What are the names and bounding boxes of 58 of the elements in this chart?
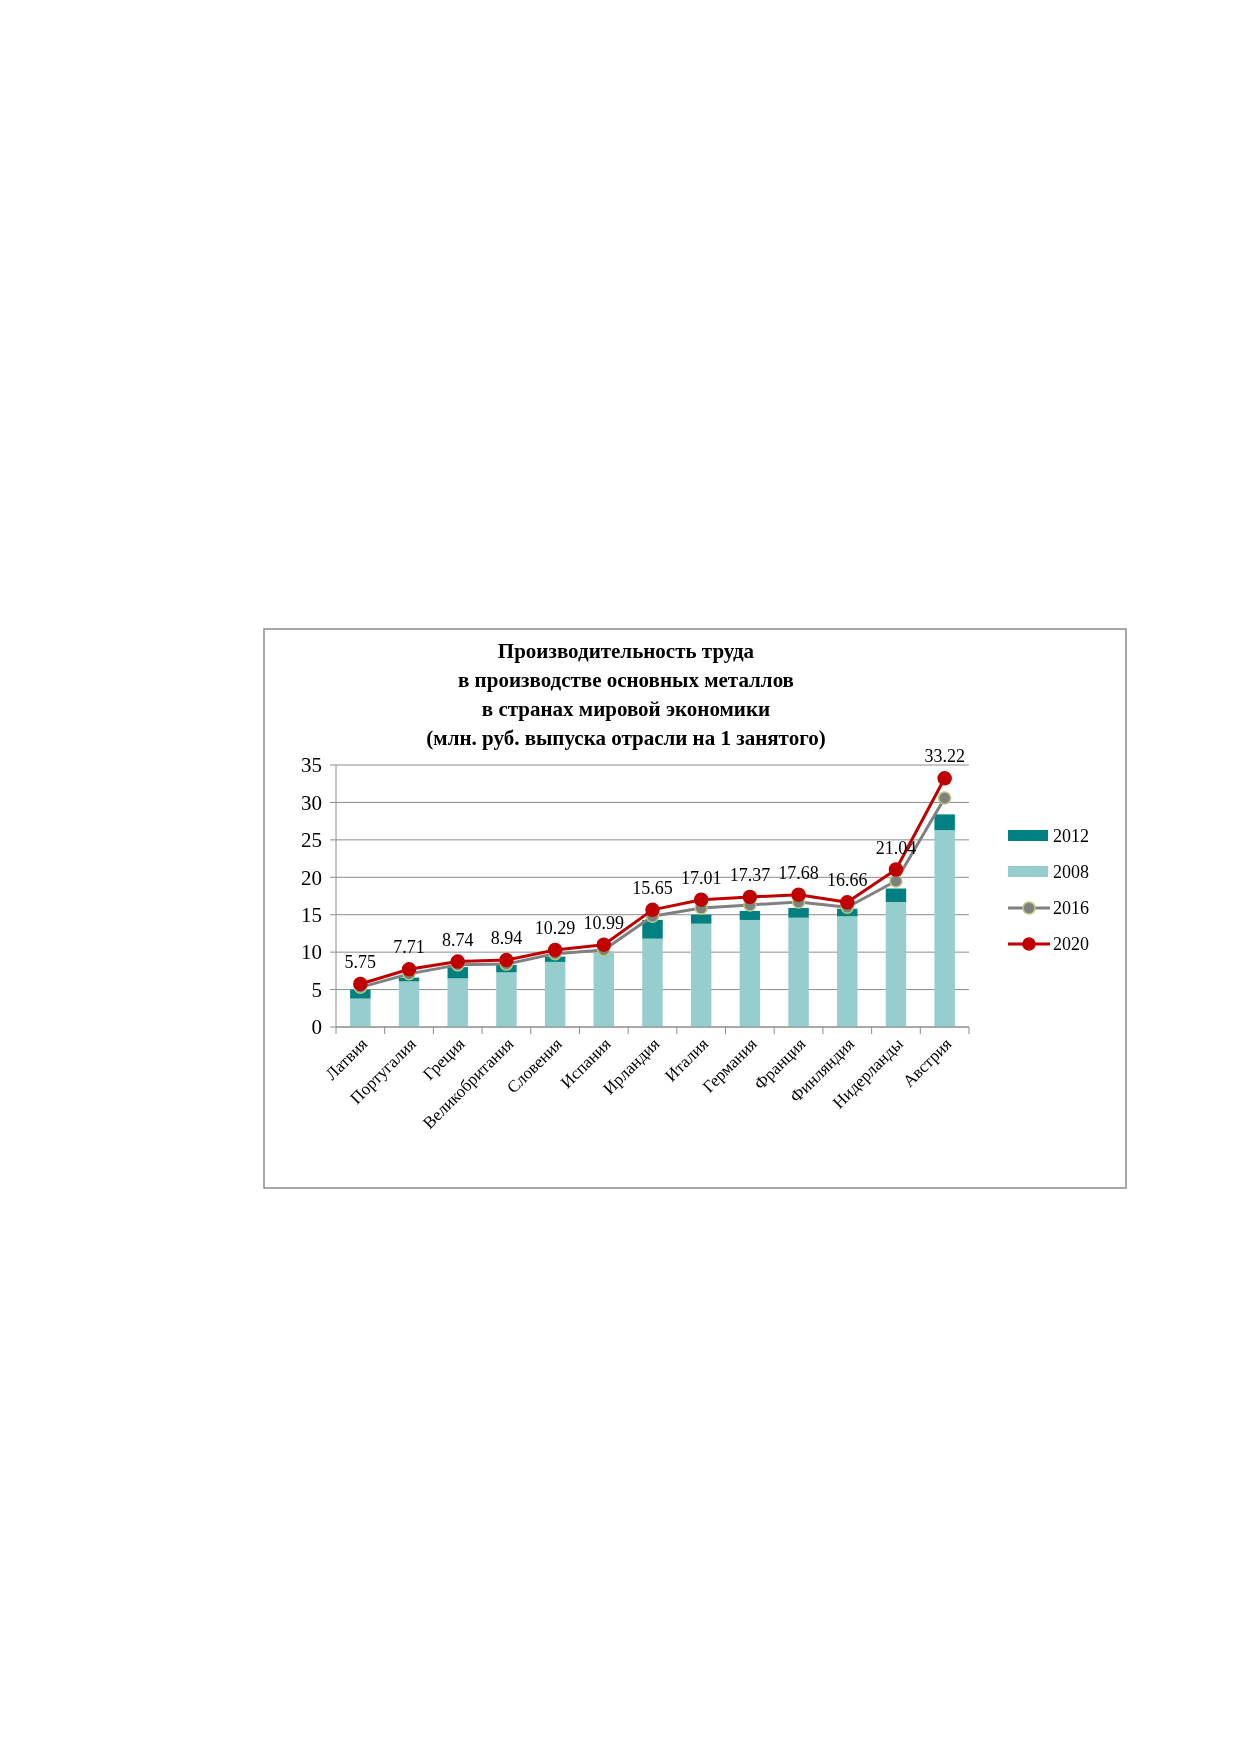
bar — [788, 907, 809, 918]
bar — [739, 919, 761, 1027]
data-label: 17.37 — [729, 864, 771, 885]
data-label: 8.74 — [441, 929, 474, 950]
point — [693, 892, 709, 907]
bar — [642, 938, 663, 1027]
chart-title: Производительность труда в производстве основных металлов в странах мировой экономики (млн. руб. выпуска отрасли на 1 занятого) — [426, 639, 826, 750]
point — [596, 937, 612, 952]
legend-label: 2008 — [1053, 862, 1089, 883]
data-label: 33.22 — [924, 746, 965, 767]
y-tick-label: 0 — [311, 1015, 322, 1040]
bar — [496, 972, 517, 1027]
data-label: 5.75 — [344, 951, 377, 972]
bar — [593, 951, 615, 1027]
bar — [788, 917, 809, 1027]
data-label: 15.65 — [632, 877, 673, 898]
bar — [885, 901, 907, 1027]
y-tick-label: 35 — [301, 753, 322, 778]
bar — [350, 998, 371, 1027]
data-label: 16.66 — [827, 870, 868, 891]
y-tick-label: 15 — [301, 903, 322, 928]
y-tick-label: 5 — [311, 977, 322, 1002]
data-label: 17.01 — [680, 867, 722, 888]
bar — [690, 923, 712, 1027]
bar — [837, 916, 858, 1027]
legend-label: 2012 — [1053, 826, 1089, 847]
point — [401, 962, 417, 977]
point — [937, 771, 952, 786]
y-tick-label: 25 — [301, 828, 322, 853]
bar — [739, 910, 761, 920]
bar — [690, 914, 712, 924]
bar — [544, 961, 566, 1027]
legend-label: 2020 — [1053, 934, 1089, 955]
bar — [885, 888, 907, 902]
data-label: 7.71 — [393, 937, 425, 958]
point — [791, 887, 806, 902]
data-label: 10.99 — [583, 912, 625, 933]
bar — [934, 814, 955, 831]
y-tick-label: 10 — [301, 940, 322, 965]
point — [450, 954, 465, 969]
point — [353, 976, 368, 992]
data-label: 17.68 — [778, 862, 819, 883]
y-tick-label: 30 — [301, 790, 322, 815]
point — [889, 874, 903, 888]
point — [645, 902, 660, 918]
data-label: 10.29 — [534, 917, 576, 938]
data-label: 8.94 — [490, 928, 523, 949]
y-tick-label: 20 — [301, 865, 322, 890]
point — [840, 895, 855, 910]
point — [937, 791, 952, 805]
point — [547, 942, 563, 958]
bar — [934, 830, 955, 1027]
point — [742, 889, 758, 905]
point — [888, 862, 904, 877]
bar — [447, 978, 468, 1027]
legend-label: 2016 — [1053, 898, 1089, 919]
bar — [398, 981, 420, 1027]
point — [499, 952, 514, 968]
